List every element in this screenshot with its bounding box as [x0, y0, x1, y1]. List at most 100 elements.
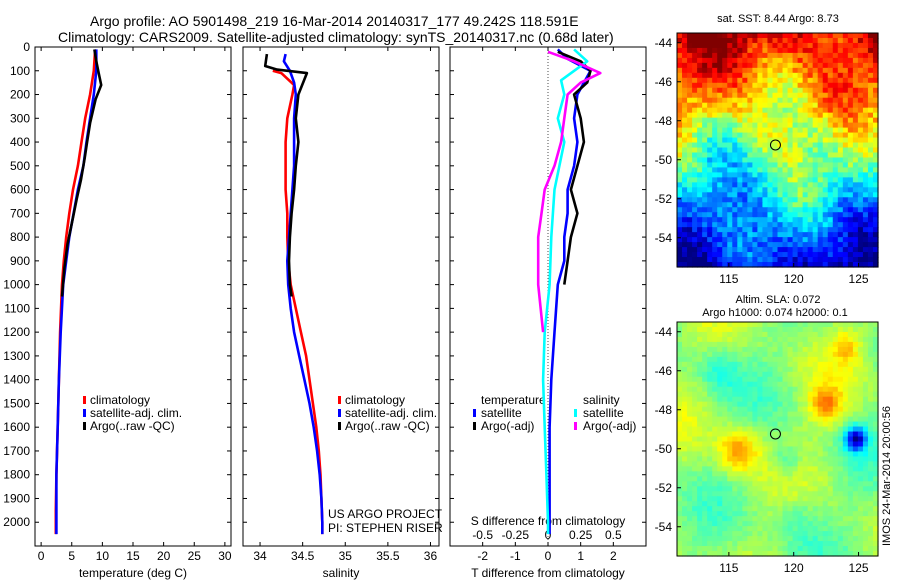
heatmap-cell: [817, 416, 824, 423]
heatmap-cell: [757, 386, 764, 393]
heatmap-cell: [872, 247, 879, 253]
heatmap-cell: [857, 152, 864, 159]
heatmap-cell: [762, 117, 769, 124]
heatmap-cell: [817, 167, 824, 174]
heatmap-cell: [832, 476, 839, 482]
heatmap-cell: [792, 242, 799, 248]
heatmap-cell: [837, 341, 844, 348]
heatmap-cell: [677, 97, 683, 104]
heatmap-cell: [872, 197, 879, 203]
heatmap-cell: [777, 132, 784, 139]
heatmap-cell: [682, 456, 688, 463]
heatmap-cell: [702, 376, 708, 383]
heatmap-cell: [722, 541, 728, 547]
heatmap-cell: [717, 62, 723, 69]
heatmap-cell: [842, 351, 849, 358]
heatmap-cell: [782, 92, 789, 99]
heatmap-cell: [787, 117, 794, 124]
heatmap-cell: [847, 82, 854, 89]
heatmap-cell: [857, 237, 864, 243]
heatmap-cell: [802, 481, 809, 487]
heatmap-cell: [757, 416, 764, 423]
heatmap-cell: [702, 192, 708, 198]
heatmap-cell: [857, 471, 864, 477]
series-line-3: [536, 50, 602, 333]
heatmap-cell: [792, 257, 799, 263]
heatmap-cell: [762, 107, 769, 114]
heatmap-cell: [777, 197, 784, 203]
heatmap-cell: [692, 97, 698, 104]
heatmap-cell: [852, 202, 859, 208]
heatmap-cell: [792, 411, 799, 418]
heatmap-cell: [707, 247, 713, 253]
heatmap-cell: [677, 401, 683, 408]
heatmap-cell: [732, 137, 738, 144]
heatmap-cell: [807, 237, 814, 243]
heatmap-cell: [812, 346, 819, 353]
heatmap-cell: [687, 257, 693, 263]
heatmap-cell: [822, 217, 829, 223]
heatmap-cell: [707, 92, 713, 99]
heatmap-cell: [722, 242, 728, 248]
heatmap-cell: [822, 456, 829, 463]
temperature-legend: climatology satellite-adj. clim. Argo(..…: [83, 393, 182, 433]
heatmap-cell: [787, 152, 794, 159]
heatmap-cell: [772, 92, 779, 99]
heatmap-cell: [787, 486, 794, 492]
heatmap-cell: [862, 172, 869, 178]
heatmap-cell: [737, 481, 743, 487]
heatmap-cell: [797, 506, 804, 512]
heatmap-cell: [807, 426, 814, 433]
heatmap-cell: [772, 476, 779, 482]
heatmap-cell: [702, 551, 708, 557]
heatmap-cell: [692, 511, 698, 517]
heatmap-cell: [857, 526, 864, 532]
heatmap-cell: [697, 67, 703, 74]
heatmap-cell: [767, 147, 774, 154]
heatmap-cell: [722, 82, 728, 89]
heatmap-cell: [762, 371, 769, 378]
heatmap-cell: [787, 177, 794, 183]
heatmap-cell: [867, 361, 874, 368]
heatmap-cell: [742, 486, 748, 492]
heatmap-cell: [772, 511, 779, 517]
heatmap-cell: [807, 57, 814, 64]
heatmap-cell: [762, 157, 769, 164]
heatmap-cell: [867, 212, 874, 218]
heatmap-cell: [772, 82, 779, 89]
heatmap-cell: [722, 47, 728, 54]
heatmap-cell: [782, 137, 789, 144]
heatmap-cell: [817, 222, 824, 228]
heatmap-cell: [742, 147, 748, 154]
heatmap-cell: [752, 112, 759, 119]
heatmap-cell: [807, 536, 814, 542]
heatmap-cell: [692, 361, 698, 368]
heatmap-cell: [777, 336, 784, 343]
heatmap-cell: [812, 67, 819, 74]
heatmap-cell: [742, 441, 748, 448]
x-tick-label: 115: [719, 272, 738, 286]
heatmap-cell: [862, 212, 869, 218]
heatmap-cell: [762, 491, 769, 497]
heatmap-cell: [762, 481, 769, 487]
heatmap-cell: [812, 137, 819, 144]
heatmap-cell: [837, 516, 844, 522]
heatmap-cell: [812, 72, 819, 79]
heatmap-cell: [787, 217, 794, 223]
heatmap-cell: [842, 207, 849, 213]
heatmap-cell: [787, 366, 794, 373]
heatmap-cell: [807, 351, 814, 358]
heatmap-cell: [792, 371, 799, 378]
heatmap-cell: [772, 77, 779, 84]
heatmap-cell: [847, 421, 854, 428]
heatmap-cell: [737, 232, 743, 238]
heatmap-cell: [737, 242, 743, 248]
heatmap-cell: [707, 207, 713, 213]
heatmap-cell: [847, 346, 854, 353]
heatmap-cell: [872, 207, 879, 213]
heatmap-cell: [712, 476, 718, 482]
heatmap-cell: [717, 127, 723, 134]
heatmap-cell: [862, 416, 869, 423]
heatmap-cell: [677, 336, 683, 343]
heatmap-cell: [867, 62, 874, 69]
